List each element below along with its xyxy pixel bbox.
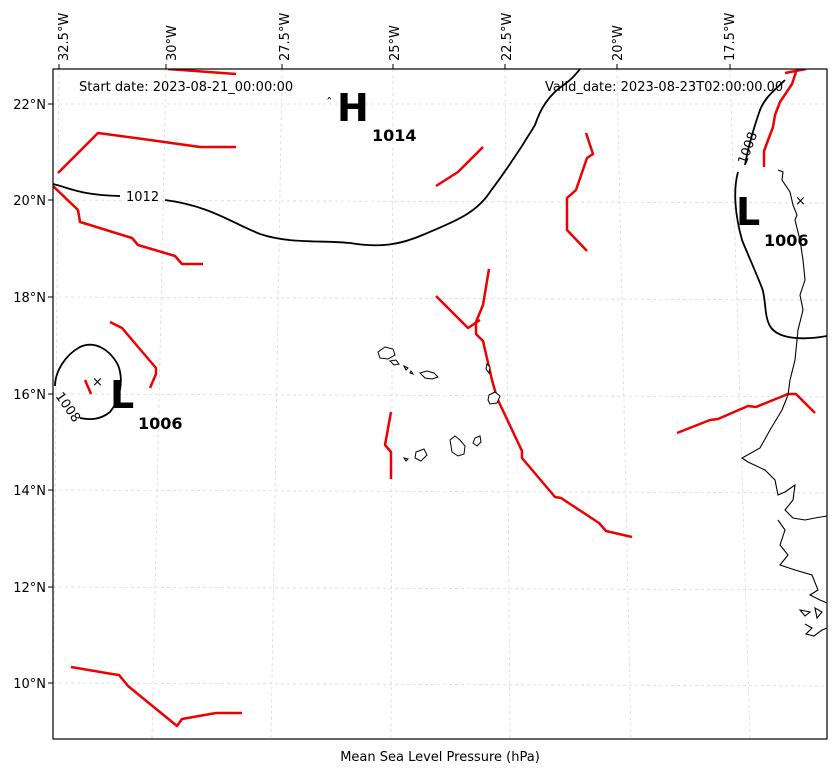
high-pressure-value: 1014 [372,126,417,145]
lat-tick-label: 14°N [13,484,46,499]
lon-tick-label: 27.5°W [278,13,293,61]
low-marker-icon: × [92,375,103,390]
lon-tick-label: 17.5°W [723,13,738,61]
latitude-tick-labels: 22°N 20°N 18°N 16°N 14°N 12°N 10°N [13,98,46,692]
start-date-label: Start date: 2023-08-21_00:00:00 [79,80,293,95]
lat-tick-label: 16°N [13,388,46,403]
front-line [565,132,595,252]
front-line [435,295,481,330]
lat-tick-label: 18°N [13,291,46,306]
low-pressure-symbol: L [110,373,134,417]
cape-verde-islands [377,346,501,462]
front-line [435,146,484,188]
map-caption: Mean Sea Level Pressure (hPa) [340,750,540,765]
latitude-axis [48,103,53,684]
front-line [53,185,203,266]
front-line [83,379,93,395]
low-pressure-value: 1006 [138,414,183,433]
front-line [167,69,237,76]
longitude-tick-labels: 32.5°W 30°W 27.5°W 25°W 22.5°W 20°W 17.5… [57,13,738,61]
lat-tick-label: 10°N [13,677,46,692]
pressure-centers: ˆ H 1014 × L 1006 × L 1006 [92,86,809,433]
front-line [70,665,242,728]
isobars [53,69,827,420]
isobar-label: 1008 [52,390,83,426]
lon-tick-label: 20°W [611,25,626,61]
coastline [740,169,827,637]
lat-tick-label: 22°N [13,98,46,113]
front-line [762,69,807,167]
front-line [109,320,158,389]
isobar-1012 [53,69,581,247]
longitude-axis [58,64,731,69]
front-line [676,392,816,435]
high-pressure-symbol: H [337,86,369,130]
lon-tick-label: 32.5°W [57,13,72,61]
low-marker-icon: × [795,194,806,209]
isobar-label: 1008 [736,130,761,166]
low-pressure-symbol: L [736,190,760,234]
low-pressure-value: 1006 [764,231,809,250]
front-line [383,411,393,479]
isobar-1008-west [54,343,122,420]
lon-tick-label: 30°W [165,25,180,61]
high-marker-icon: ˆ [326,97,333,112]
graticule [53,69,827,739]
lat-tick-label: 20°N [13,194,46,209]
front-line [57,131,236,174]
map-frame [52,68,828,740]
isobar-label: 1012 [126,190,159,205]
lon-tick-label: 25°W [388,25,403,61]
lat-tick-label: 12°N [13,581,46,596]
fronts [53,69,816,728]
isobar-1008-east [734,79,827,340]
lon-tick-label: 22.5°W [500,13,515,61]
valid-date-label: Valid_date: 2023-08-23T02:00:00.00 [545,80,783,95]
front-line [474,268,633,539]
isobar-labels: 1012 1008 1008 [52,130,761,425]
